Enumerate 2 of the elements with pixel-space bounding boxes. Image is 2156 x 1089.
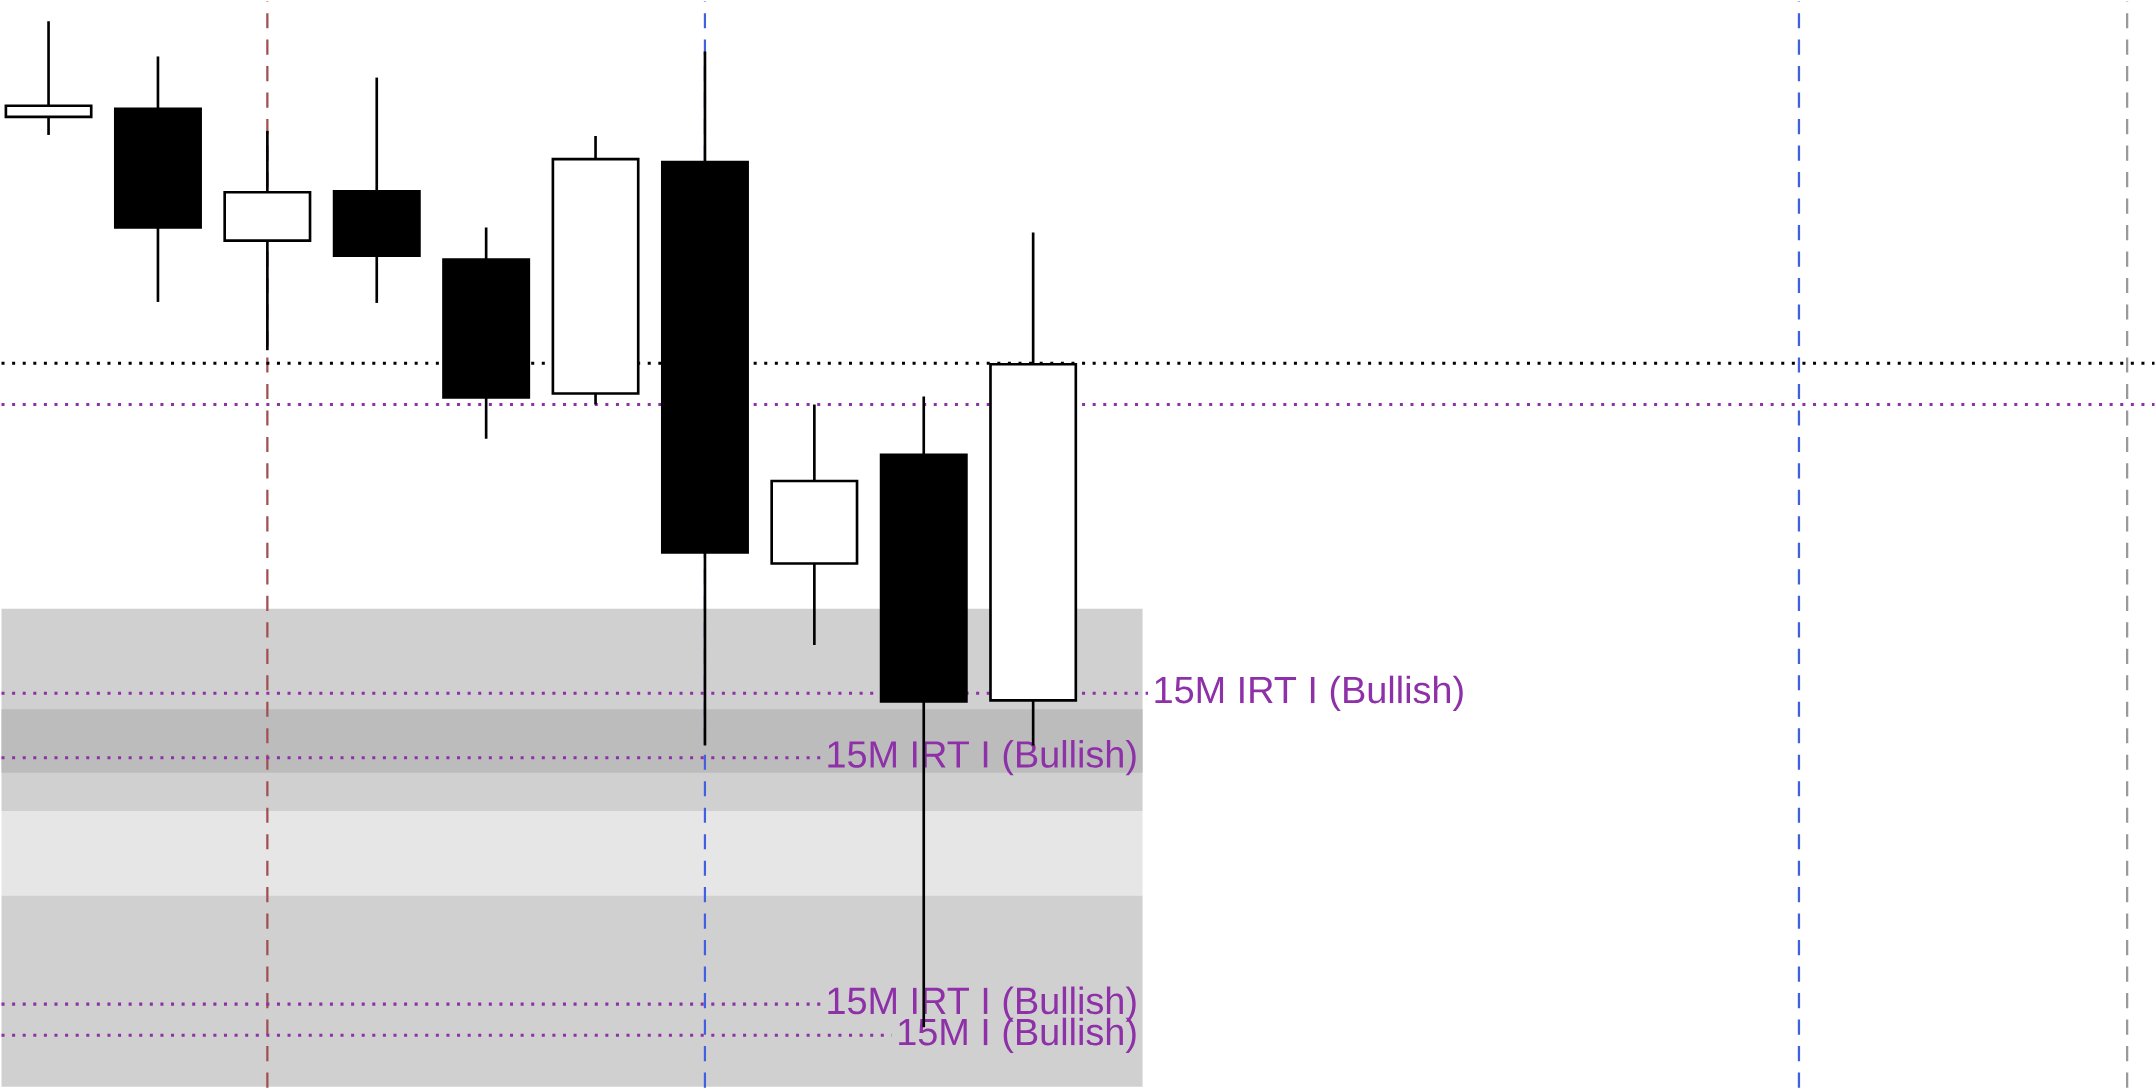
ref-line-label: 15M IRT I (Bullish) xyxy=(1155,675,1463,711)
candlestick xyxy=(4,20,93,137)
